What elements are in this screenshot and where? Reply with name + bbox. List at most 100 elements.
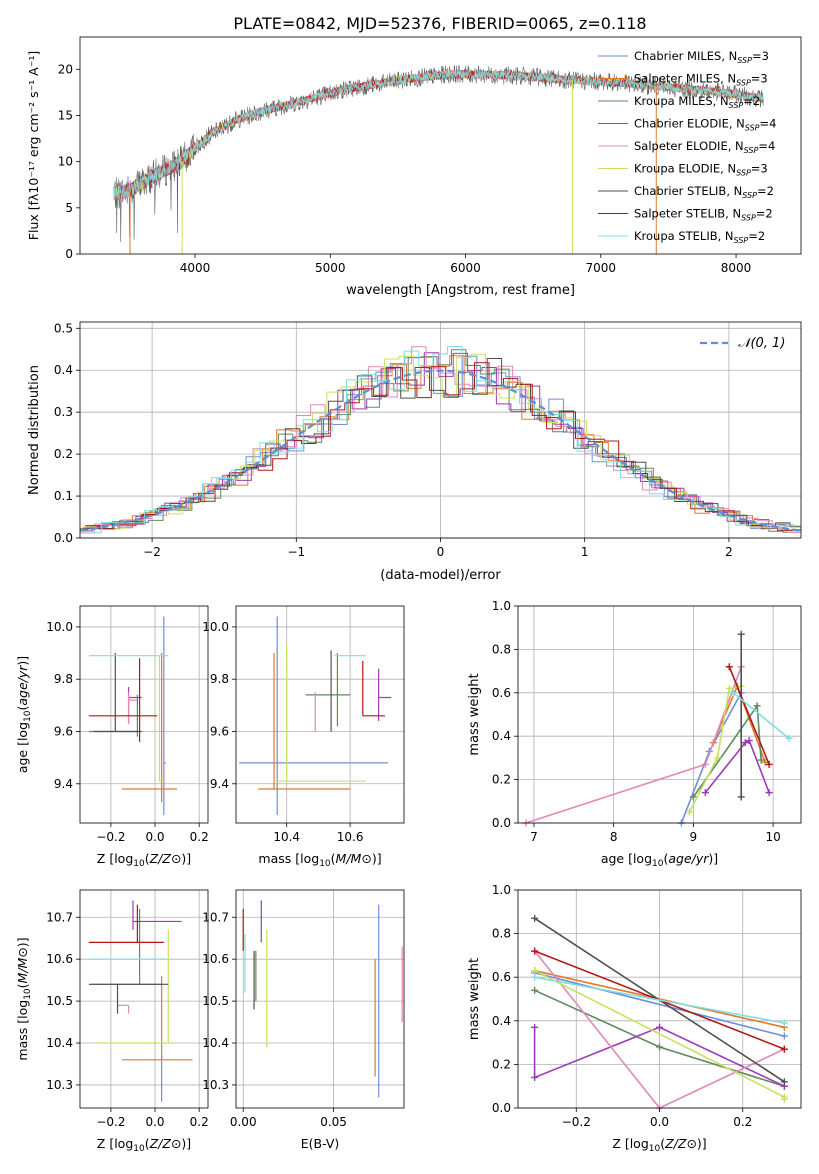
- histogram-series: [85, 362, 801, 531]
- y-tick-label: 10.5: [202, 994, 229, 1008]
- x-tick-label: 5000: [315, 261, 346, 275]
- panel-residuals: −2 −1 0 1 2 0.0 0.1 0.2 0.3 0.4 0.5 (data-model)/er…: [27, 321, 802, 583]
- y-tick-label: 1.0: [492, 599, 511, 613]
- panel-mass-vs-z: −0.2 0.0 0.2 10.3 10.4 10.5 10.6 10.7 Z [log10(Z…: [15, 889, 209, 1154]
- plot-area: [522, 630, 793, 827]
- axes-frame: [517, 605, 802, 824]
- x-axis-label: Z [log10(Z/Z⊙)]: [97, 851, 191, 869]
- plot-area: [88, 616, 178, 816]
- x-axis-label: Z [log10(Z/Z⊙)]: [97, 1136, 191, 1154]
- series-point: [685, 808, 693, 816]
- x-tick-label: 8000: [721, 261, 752, 275]
- x-tick-label: 0.0: [650, 1115, 669, 1129]
- y-tick-label: 0.4: [492, 1014, 511, 1028]
- plot-area: [531, 914, 788, 1112]
- x-tick-label: 1: [581, 545, 589, 559]
- series-point: [725, 663, 733, 671]
- plot-area: [113, 64, 764, 254]
- series-point: [689, 793, 697, 801]
- plot-area: [88, 900, 193, 1102]
- axes-frame: [79, 36, 802, 255]
- legend-entry: Kroupa STELIB, NSSP=2: [634, 229, 765, 245]
- y-tick-label: 0.8: [492, 927, 511, 941]
- y-tick-label: 10.3: [46, 1078, 73, 1092]
- x-tick-label: 6000: [450, 261, 481, 275]
- x-tick-label: 0.00: [230, 1115, 257, 1129]
- series-point: [737, 630, 745, 638]
- series-point: [531, 967, 539, 975]
- legend-entry: Kroupa MILES, NSSP=2: [634, 94, 760, 110]
- series-point: [780, 1019, 788, 1027]
- x-tick-label: 10.6: [337, 830, 364, 844]
- y-axis-label: mass weight: [467, 673, 482, 755]
- y-tick-label: 0.2: [54, 447, 73, 461]
- x-tick-label: 0: [437, 545, 445, 559]
- x-axis-label: (data-model)/error: [380, 568, 501, 583]
- x-tick-label: 0.2: [190, 1115, 209, 1129]
- series-line: [533, 1026, 785, 1087]
- x-tick-label: −2: [143, 545, 161, 559]
- y-tick-label: 10.6: [202, 952, 229, 966]
- series-point: [780, 1032, 788, 1040]
- figure-title: PLATE=0842, MJD=52376, FIBERID=0065, z=0…: [233, 14, 646, 33]
- x-tick-label: 7: [530, 830, 538, 844]
- y-tick-label: 10.5: [46, 994, 73, 1008]
- series-line: [704, 739, 770, 794]
- y-tick-label: 5: [65, 201, 73, 215]
- series-point: [531, 914, 539, 922]
- series-point: [531, 947, 539, 955]
- x-tick-label: 10.4: [273, 830, 300, 844]
- y-tick-label: 0.6: [492, 970, 511, 984]
- series-line: [525, 666, 742, 824]
- x-tick-label: 2: [725, 545, 733, 559]
- y-tick-label: 0.2: [492, 773, 511, 787]
- legend-entry: Salpeter MILES, NSSP=3: [634, 72, 768, 88]
- panel-mass-vs-ebv: 0.00 0.05 10.3 10.4 10.5 10.6 10.7 E(B-V): [202, 889, 405, 1151]
- y-tick-label: 0.5: [54, 321, 73, 335]
- x-tick-label: 10: [765, 830, 780, 844]
- histogram-series: [86, 346, 801, 534]
- x-tick-label: 0.0: [145, 830, 164, 844]
- y-tick-label: 10.0: [46, 620, 73, 634]
- y-tick-label: 9.4: [54, 777, 73, 791]
- series-point: [531, 1023, 539, 1031]
- legend-entry: 𝒩(0, 1): [738, 336, 785, 351]
- histogram-series: [80, 355, 795, 531]
- series-point: [531, 973, 539, 981]
- plot-area: [239, 616, 392, 816]
- x-tick-label: −1: [287, 545, 305, 559]
- y-axis-label: Flux [fλ10⁻¹⁷ erg cm⁻² s⁻¹ A⁻¹]: [26, 51, 41, 240]
- panel-mass-weight-vs-z: −0.2 0.0 0.2 0.0 0.2 0.4 0.6 0.8 1.0 Z [log10(Z/Z…: [467, 883, 802, 1154]
- series-line: [534, 972, 785, 1037]
- axes-frame: [235, 605, 405, 824]
- axes-frame: [79, 605, 209, 824]
- plot-area: [242, 900, 403, 1098]
- x-tick-label: −0.2: [96, 1115, 125, 1129]
- x-tick-label: 8: [610, 830, 618, 844]
- spectrum-series-line: [113, 69, 764, 200]
- series-point: [780, 1095, 788, 1103]
- y-tick-label: 20: [58, 62, 73, 76]
- series-point: [656, 1043, 663, 1051]
- histogram-series: [83, 358, 801, 529]
- y-tick-label: 9.4: [210, 777, 229, 791]
- y-tick-label: 9.8: [54, 672, 73, 686]
- y-axis-label: mass weight: [467, 958, 482, 1040]
- x-axis-label: wavelength [Angstrom, rest frame]: [346, 283, 575, 298]
- y-axis-label: Normed distribution: [27, 365, 42, 495]
- x-tick-label: −0.2: [562, 1115, 591, 1129]
- series-point: [531, 1073, 539, 1081]
- y-tick-label: 0.1: [54, 489, 73, 503]
- gaussian-curve: [79, 369, 802, 532]
- series-point: [713, 754, 721, 762]
- x-tick-label: 0.2: [733, 1115, 752, 1129]
- panel-age-vs-mass: 10.4 10.6 9.4 9.6 9.8 10.0 mass [log10(M/M⊙)]: [202, 605, 405, 869]
- y-tick-label: 10.0: [202, 620, 229, 634]
- series-line: [534, 976, 785, 1024]
- y-tick-label: 0.3: [54, 405, 73, 419]
- legend: Chabrier MILES, NSSP=3 Salpeter MILES, NS…: [598, 49, 776, 245]
- y-tick-label: 0.2: [492, 1057, 511, 1071]
- x-axis-label: age [log10(age/yr)]: [601, 851, 718, 869]
- legend-entry: Chabrier MILES, NSSP=3: [634, 49, 769, 65]
